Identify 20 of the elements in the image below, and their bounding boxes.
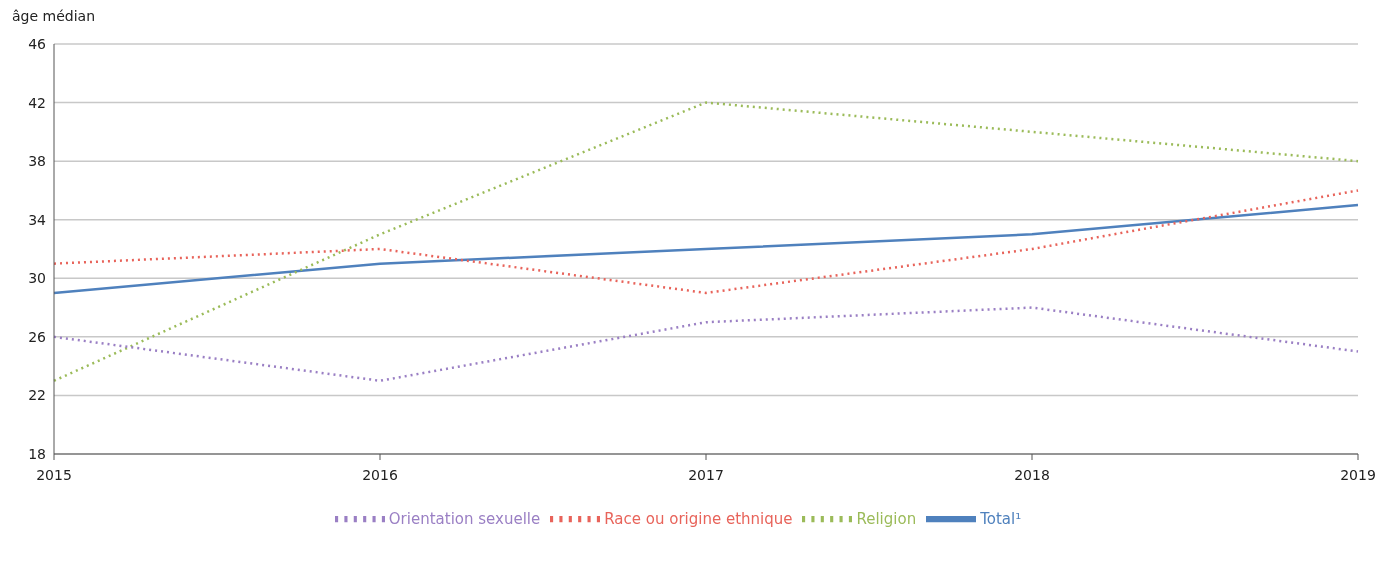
- legend-label: Orientation sexuelle: [388, 509, 541, 528]
- y-tick-label: 30: [28, 270, 46, 287]
- x-tick-label: 2016: [362, 466, 398, 483]
- y-tick-label: 18: [28, 445, 46, 462]
- x-tick-label: 2019: [1340, 466, 1376, 483]
- x-tick-label: 2015: [36, 466, 72, 483]
- legend-label: Religion: [856, 509, 917, 528]
- x-tick-label: 2018: [1014, 466, 1050, 483]
- x-tick-label: 2017: [688, 466, 724, 483]
- y-tick-label: 46: [28, 35, 47, 52]
- line-series: [52, 306, 1360, 383]
- legend-label: Race ou origine ethnique: [604, 509, 793, 528]
- legend-label: Total¹: [980, 509, 1022, 528]
- y-tick-label: 42: [28, 94, 46, 111]
- y-axis-title: âge médian: [11, 8, 96, 26]
- y-tick-label: 22: [28, 387, 46, 404]
- line-series: [52, 101, 1360, 383]
- y-tick-label: 38: [28, 153, 46, 170]
- y-tick-label: 34: [28, 211, 47, 228]
- y-tick-label: 26: [28, 328, 47, 345]
